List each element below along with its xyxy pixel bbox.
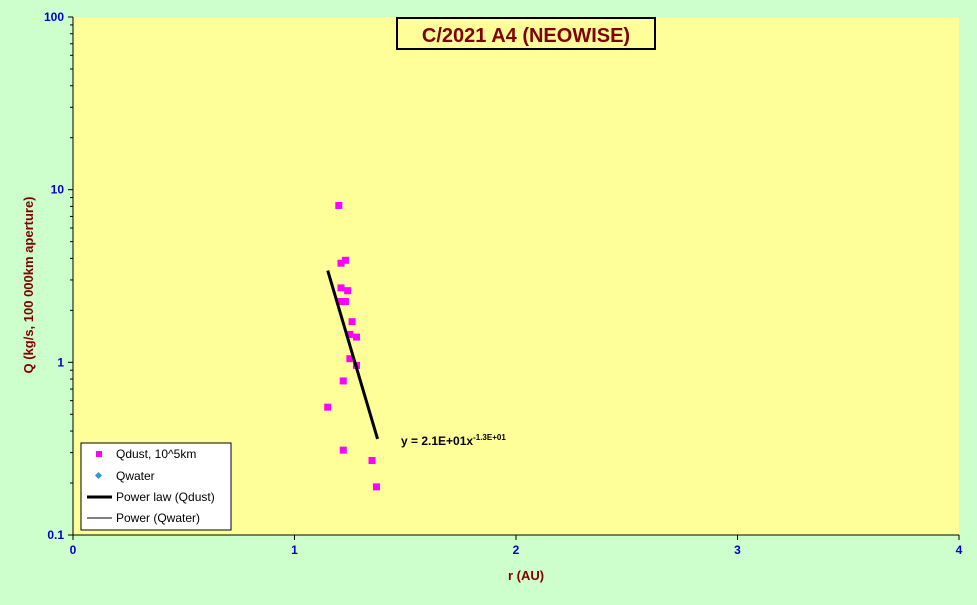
data-point-qdust <box>337 284 345 292</box>
x-axis-label: r (AU) <box>508 568 544 583</box>
data-point-qdust <box>339 446 347 454</box>
data-point-qdust <box>339 377 347 385</box>
legend-label-qdust: Qdust, 10^5km <box>116 447 196 461</box>
trendline-power-qdust <box>326 270 380 440</box>
y-tick-label: 100 <box>44 10 64 24</box>
legend-label-power-qdust: Power law (Qdust) <box>116 490 215 504</box>
data-point-qdust <box>335 201 343 209</box>
x-tick-label: 1 <box>291 543 298 557</box>
data-point-qdust <box>368 457 376 465</box>
data-point-qdust <box>348 318 356 326</box>
legend-marker-qdust <box>96 451 102 457</box>
data-point-qdust <box>346 355 354 363</box>
y-axis-label: Q (kg/s, 100 000km aperture) <box>21 196 36 373</box>
title-box <box>396 17 656 50</box>
data-point-qdust <box>324 403 332 411</box>
legend: Qdust, 10^5km Qwater Power law (Qdust) P… <box>80 442 232 531</box>
data-point-qdust <box>337 259 345 267</box>
data-point-qdust <box>341 256 349 264</box>
data-point-qdust <box>372 483 380 491</box>
marks <box>324 201 380 491</box>
x-tick-label: 0 <box>70 543 77 557</box>
chart-title: C/2021 A4 (NEOWISE) <box>422 25 630 47</box>
trendline-equation: y = 2.1E+01x-1.3E+01 <box>401 433 506 448</box>
data-point-qdust <box>337 298 345 306</box>
axes: 0 1 2 3 4 0.1 1 10 100 <box>44 10 963 557</box>
y-tick-label: 0.1 <box>47 528 64 542</box>
legend-label-power-qwater: Power (Qwater) <box>116 511 200 525</box>
legend-label-qwater: Qwater <box>116 469 155 483</box>
legend-box <box>80 442 232 531</box>
data-point-qdust <box>346 330 354 338</box>
x-tick-label: 3 <box>734 543 741 557</box>
legend-marker-qwater <box>94 471 103 480</box>
x-tick-label: 2 <box>513 543 520 557</box>
data-point-qdust <box>353 333 361 341</box>
y-tick-label: 10 <box>51 183 65 197</box>
y-tick-label: 1 <box>57 355 64 369</box>
x-tick-label: 4 <box>956 543 963 557</box>
data-point-qdust <box>344 287 352 295</box>
data-point-qdust <box>341 298 349 306</box>
